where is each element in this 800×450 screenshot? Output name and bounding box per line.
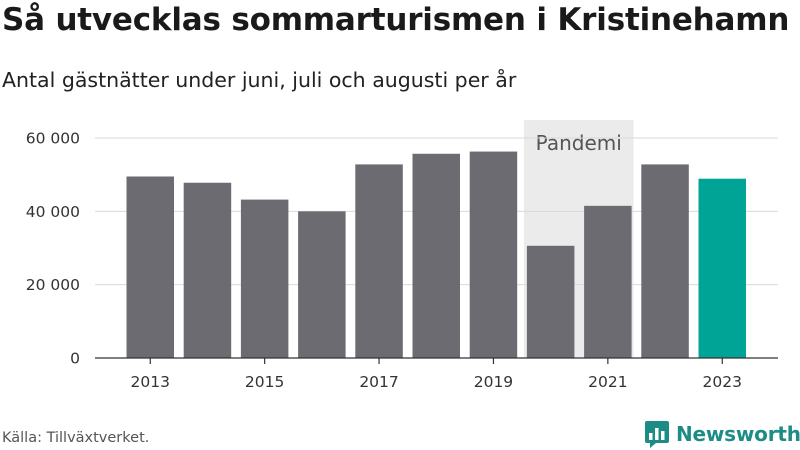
y-tick-label: 20 000 xyxy=(26,276,80,294)
bar-2021 xyxy=(584,205,632,358)
x-tick-label: 2017 xyxy=(359,373,398,391)
bar-2019 xyxy=(469,151,518,358)
bar-chart: Pandemi 0 20 000 40 000 60 000 2013 2015 2017 20… xyxy=(26,120,778,391)
x-tick-label: 2021 xyxy=(588,373,627,391)
x-tick-label: 2019 xyxy=(474,373,513,391)
y-tick-label: 0 xyxy=(70,350,80,368)
bar-2018 xyxy=(412,153,460,358)
pandemic-label: Pandemi xyxy=(536,131,622,155)
chart-subtitle: Antal gästnätter under juni, juli och au… xyxy=(2,68,517,92)
newsworthy-logo-icon xyxy=(645,421,669,448)
x-tick-label: 2023 xyxy=(703,373,742,391)
bar-2013 xyxy=(126,176,174,358)
bar-2020 xyxy=(526,245,575,358)
source-note: Källa: Tillväxtverket. xyxy=(2,430,150,446)
brand-name: Newsworthy xyxy=(676,422,800,446)
bar-2022 xyxy=(641,164,689,358)
chart-title: Så utvecklas sommarturismen i Kristineha… xyxy=(2,2,790,38)
brand-logo: Newsworthy xyxy=(644,419,800,449)
bar-2016 xyxy=(298,211,346,358)
bar-2015 xyxy=(240,199,289,358)
x-tick-label: 2013 xyxy=(131,373,170,391)
y-tick-label: 40 000 xyxy=(26,203,80,221)
bar-2023 xyxy=(698,178,746,358)
bar-2014 xyxy=(183,182,232,358)
bar-2017 xyxy=(355,164,403,358)
y-tick-label: 60 000 xyxy=(26,130,80,148)
x-tick-label: 2015 xyxy=(245,373,284,391)
